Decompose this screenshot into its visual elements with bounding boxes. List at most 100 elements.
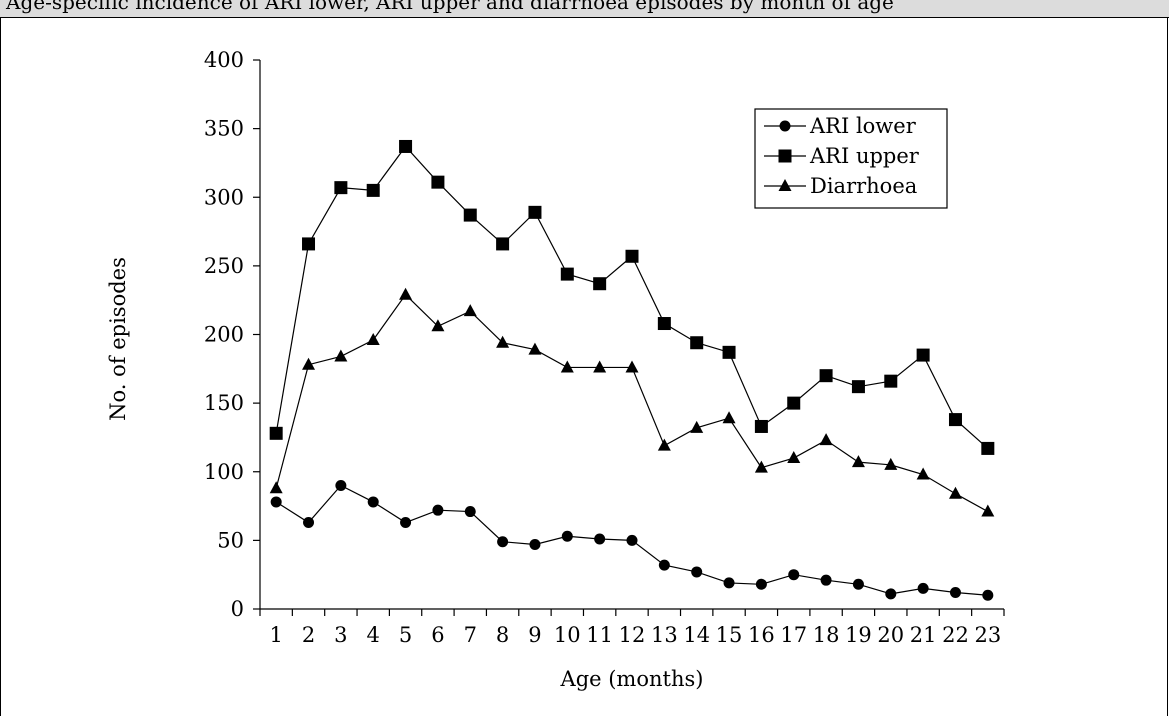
data-point-ari-upper — [366, 183, 380, 197]
data-point-ari-lower — [885, 588, 897, 600]
data-point-diarrhoea — [754, 460, 768, 473]
x-tick-label: 23 — [974, 623, 1001, 647]
x-tick-label: 5 — [399, 623, 412, 647]
data-point-ari-upper — [722, 345, 736, 359]
data-point-diarrhoea — [916, 467, 930, 480]
data-point-ari-upper — [981, 441, 995, 455]
data-point-diarrhoea — [819, 433, 833, 446]
data-point-diarrhoea — [366, 332, 380, 345]
x-tick-label: 20 — [877, 623, 904, 647]
data-point-ari-lower — [949, 587, 961, 599]
x-tick-label: 16 — [748, 623, 775, 647]
data-point-ari-upper — [884, 374, 898, 388]
data-point-diarrhoea — [593, 360, 607, 373]
data-point-ari-lower — [820, 574, 832, 586]
x-tick-label: 7 — [464, 623, 477, 647]
data-point-ari-lower — [755, 578, 767, 590]
legend-label-ari-upper: ARI upper — [809, 144, 920, 168]
x-tick-label: 13 — [651, 623, 678, 647]
data-point-ari-upper — [463, 208, 477, 222]
data-point-diarrhoea — [884, 457, 898, 470]
x-tick-label: 18 — [813, 623, 840, 647]
data-point-ari-lower — [497, 536, 509, 548]
data-point-ari-lower — [788, 569, 800, 581]
x-tick-label: 1 — [269, 623, 282, 647]
data-point-ari-lower — [529, 538, 541, 550]
x-tick-label: 2 — [302, 623, 315, 647]
x-tick-label: 17 — [780, 623, 807, 647]
data-point-diarrhoea — [851, 455, 865, 468]
series-ari-upper — [269, 139, 995, 455]
data-point-ari-lower — [982, 589, 994, 601]
x-tick-label: 19 — [845, 623, 872, 647]
data-point-ari-lower — [594, 533, 606, 545]
data-point-ari-lower — [335, 479, 347, 491]
y-tick-label: 400 — [204, 48, 244, 72]
data-point-ari-upper — [302, 237, 316, 251]
data-point-ari-lower — [367, 496, 379, 508]
data-point-ari-upper — [560, 267, 574, 281]
data-point-ari-lower — [303, 517, 315, 529]
legend: ARI lower ARI upper Diarrhoea — [754, 108, 948, 209]
x-tick-label: 4 — [367, 623, 380, 647]
series-layer — [269, 139, 995, 601]
y-tick-label: 0 — [231, 597, 244, 621]
x-tick-label: 3 — [334, 623, 347, 647]
x-tick-label: 22 — [942, 623, 969, 647]
data-point-ari-lower — [464, 506, 476, 518]
data-point-ari-upper — [593, 277, 607, 291]
x-tick-label: 6 — [431, 623, 444, 647]
data-point-ari-upper — [657, 317, 671, 331]
data-point-diarrhoea — [302, 357, 316, 370]
data-point-diarrhoea — [948, 486, 962, 499]
legend-label-diarrhoea: Diarrhoea — [810, 174, 917, 198]
data-point-ari-upper — [948, 413, 962, 427]
data-point-ari-upper — [690, 336, 704, 350]
data-point-ari-upper — [916, 348, 930, 362]
y-tick-label: 350 — [204, 117, 244, 141]
data-point-ari-upper — [269, 426, 283, 440]
data-point-ari-lower — [270, 496, 282, 508]
series-diarrhoea — [269, 287, 995, 517]
x-tick-label: 12 — [619, 623, 646, 647]
x-tick-label: 15 — [716, 623, 743, 647]
x-tick-label: 21 — [910, 623, 937, 647]
data-point-diarrhoea — [722, 411, 736, 424]
y-tick-label: 50 — [217, 528, 244, 552]
data-point-ari-lower — [723, 577, 735, 589]
data-point-diarrhoea — [528, 342, 542, 355]
data-point-diarrhoea — [334, 349, 348, 362]
series-ari-lower — [270, 479, 994, 601]
legend-marker-ari-lower — [779, 120, 791, 132]
data-point-diarrhoea — [560, 360, 574, 373]
data-point-ari-lower — [852, 578, 864, 590]
x-tick-label: 11 — [586, 623, 613, 647]
data-point-ari-upper — [851, 380, 865, 394]
x-tick-label: 8 — [496, 623, 509, 647]
y-tick-label: 150 — [204, 391, 244, 415]
data-point-ari-upper — [496, 237, 510, 251]
data-point-ari-lower — [561, 530, 573, 542]
series-line-diarrhoea — [275, 293, 989, 513]
legend-label-ari-lower: ARI lower — [809, 114, 917, 138]
data-point-ari-lower — [400, 517, 412, 529]
data-point-ari-lower — [432, 504, 444, 516]
data-point-ari-lower — [691, 566, 703, 578]
data-point-ari-upper — [819, 369, 833, 383]
legend-marker-ari-upper — [778, 149, 792, 163]
data-point-ari-upper — [528, 205, 542, 219]
data-point-diarrhoea — [496, 335, 510, 348]
data-point-ari-upper — [625, 249, 639, 263]
x-axis-label: Age (months) — [560, 667, 704, 691]
data-point-ari-lower — [917, 582, 929, 594]
x-tick-label: 10 — [554, 623, 581, 647]
data-point-ari-upper — [334, 181, 348, 195]
data-point-diarrhoea — [463, 304, 477, 317]
data-point-ari-upper — [754, 419, 768, 433]
y-tick-label: 250 — [204, 254, 244, 278]
data-point-diarrhoea — [690, 420, 704, 433]
data-point-diarrhoea — [399, 287, 413, 300]
